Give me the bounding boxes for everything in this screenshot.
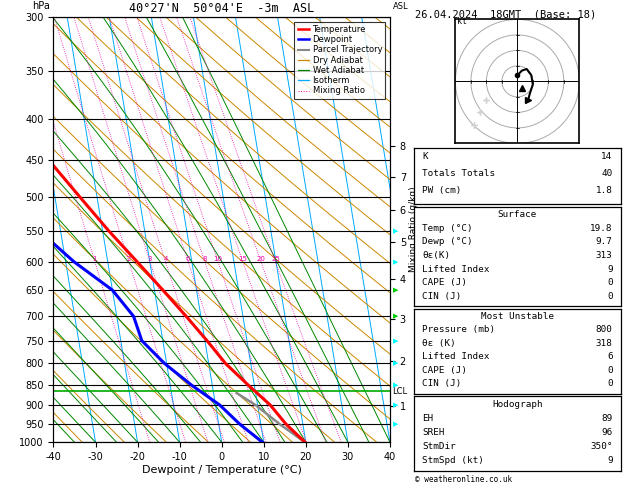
- Text: kt: kt: [457, 17, 467, 26]
- Text: ▶: ▶: [393, 421, 399, 427]
- Text: hPa: hPa: [32, 0, 50, 11]
- Text: 14: 14: [601, 153, 613, 161]
- Text: CIN (J): CIN (J): [422, 380, 462, 388]
- Text: 15: 15: [238, 256, 247, 262]
- Text: Pressure (mb): Pressure (mb): [422, 326, 495, 334]
- Text: km
ASL: km ASL: [393, 0, 409, 11]
- Text: Surface: Surface: [498, 210, 537, 219]
- Text: 350°: 350°: [590, 442, 613, 451]
- Text: ▶: ▶: [393, 402, 399, 408]
- Text: 40: 40: [601, 170, 613, 178]
- Text: 20: 20: [257, 256, 265, 262]
- Text: 0: 0: [607, 292, 613, 301]
- Text: Most Unstable: Most Unstable: [481, 312, 554, 321]
- Text: ▶: ▶: [393, 338, 399, 344]
- Text: θε (K): θε (K): [422, 339, 456, 348]
- Text: Dewp (°C): Dewp (°C): [422, 237, 473, 246]
- Text: SREH: SREH: [422, 428, 445, 437]
- Text: 9.7: 9.7: [596, 237, 613, 246]
- Text: PW (cm): PW (cm): [422, 186, 462, 195]
- Text: 0: 0: [607, 380, 613, 388]
- Text: 40°27'N  50°04'E  -3m  ASL: 40°27'N 50°04'E -3m ASL: [129, 1, 314, 15]
- Text: 96: 96: [601, 428, 613, 437]
- Text: 19.8: 19.8: [590, 224, 613, 233]
- Text: LCL: LCL: [392, 386, 407, 396]
- Text: ▶: ▶: [393, 259, 399, 265]
- Text: ▶: ▶: [393, 382, 399, 388]
- Text: CIN (J): CIN (J): [422, 292, 462, 301]
- Legend: Temperature, Dewpoint, Parcel Trajectory, Dry Adiabat, Wet Adiabat, Isotherm, Mi: Temperature, Dewpoint, Parcel Trajectory…: [294, 21, 386, 99]
- Text: ▶: ▶: [393, 287, 399, 293]
- Text: Temp (°C): Temp (°C): [422, 224, 473, 233]
- Text: CAPE (J): CAPE (J): [422, 278, 467, 287]
- Text: 800: 800: [596, 326, 613, 334]
- Text: EH: EH: [422, 414, 433, 423]
- Text: 0: 0: [607, 278, 613, 287]
- Text: K: K: [422, 153, 428, 161]
- Text: 10: 10: [213, 256, 223, 262]
- Text: 89: 89: [601, 414, 613, 423]
- X-axis label: Dewpoint / Temperature (°C): Dewpoint / Temperature (°C): [142, 465, 302, 475]
- Text: Hodograph: Hodograph: [492, 399, 543, 409]
- Text: Lifted Index: Lifted Index: [422, 264, 489, 274]
- Y-axis label: Mixing Ratio (g/kg): Mixing Ratio (g/kg): [409, 187, 418, 273]
- Text: 6: 6: [607, 352, 613, 362]
- Text: 9: 9: [607, 264, 613, 274]
- Text: 1: 1: [92, 256, 97, 262]
- Text: Lifted Index: Lifted Index: [422, 352, 489, 362]
- Text: 9: 9: [607, 456, 613, 466]
- Text: StmSpd (kt): StmSpd (kt): [422, 456, 484, 466]
- Text: Totals Totals: Totals Totals: [422, 170, 495, 178]
- Text: 318: 318: [596, 339, 613, 348]
- Text: 0: 0: [607, 366, 613, 375]
- Text: 1.8: 1.8: [596, 186, 613, 195]
- Text: 8: 8: [203, 256, 207, 262]
- Text: 313: 313: [596, 251, 613, 260]
- Text: 6: 6: [186, 256, 191, 262]
- Text: CAPE (J): CAPE (J): [422, 366, 467, 375]
- Text: 4: 4: [164, 256, 168, 262]
- Text: ▶: ▶: [393, 313, 399, 319]
- Text: θε(K): θε(K): [422, 251, 450, 260]
- Text: 26.04.2024  18GMT  (Base: 18): 26.04.2024 18GMT (Base: 18): [415, 10, 596, 20]
- Text: StmDir: StmDir: [422, 442, 456, 451]
- Text: © weatheronline.co.uk: © weatheronline.co.uk: [415, 474, 512, 484]
- Text: 3: 3: [148, 256, 152, 262]
- Text: ▶: ▶: [393, 228, 399, 234]
- Text: 25: 25: [271, 256, 280, 262]
- Text: 2: 2: [127, 256, 131, 262]
- Text: ▶: ▶: [393, 361, 399, 366]
